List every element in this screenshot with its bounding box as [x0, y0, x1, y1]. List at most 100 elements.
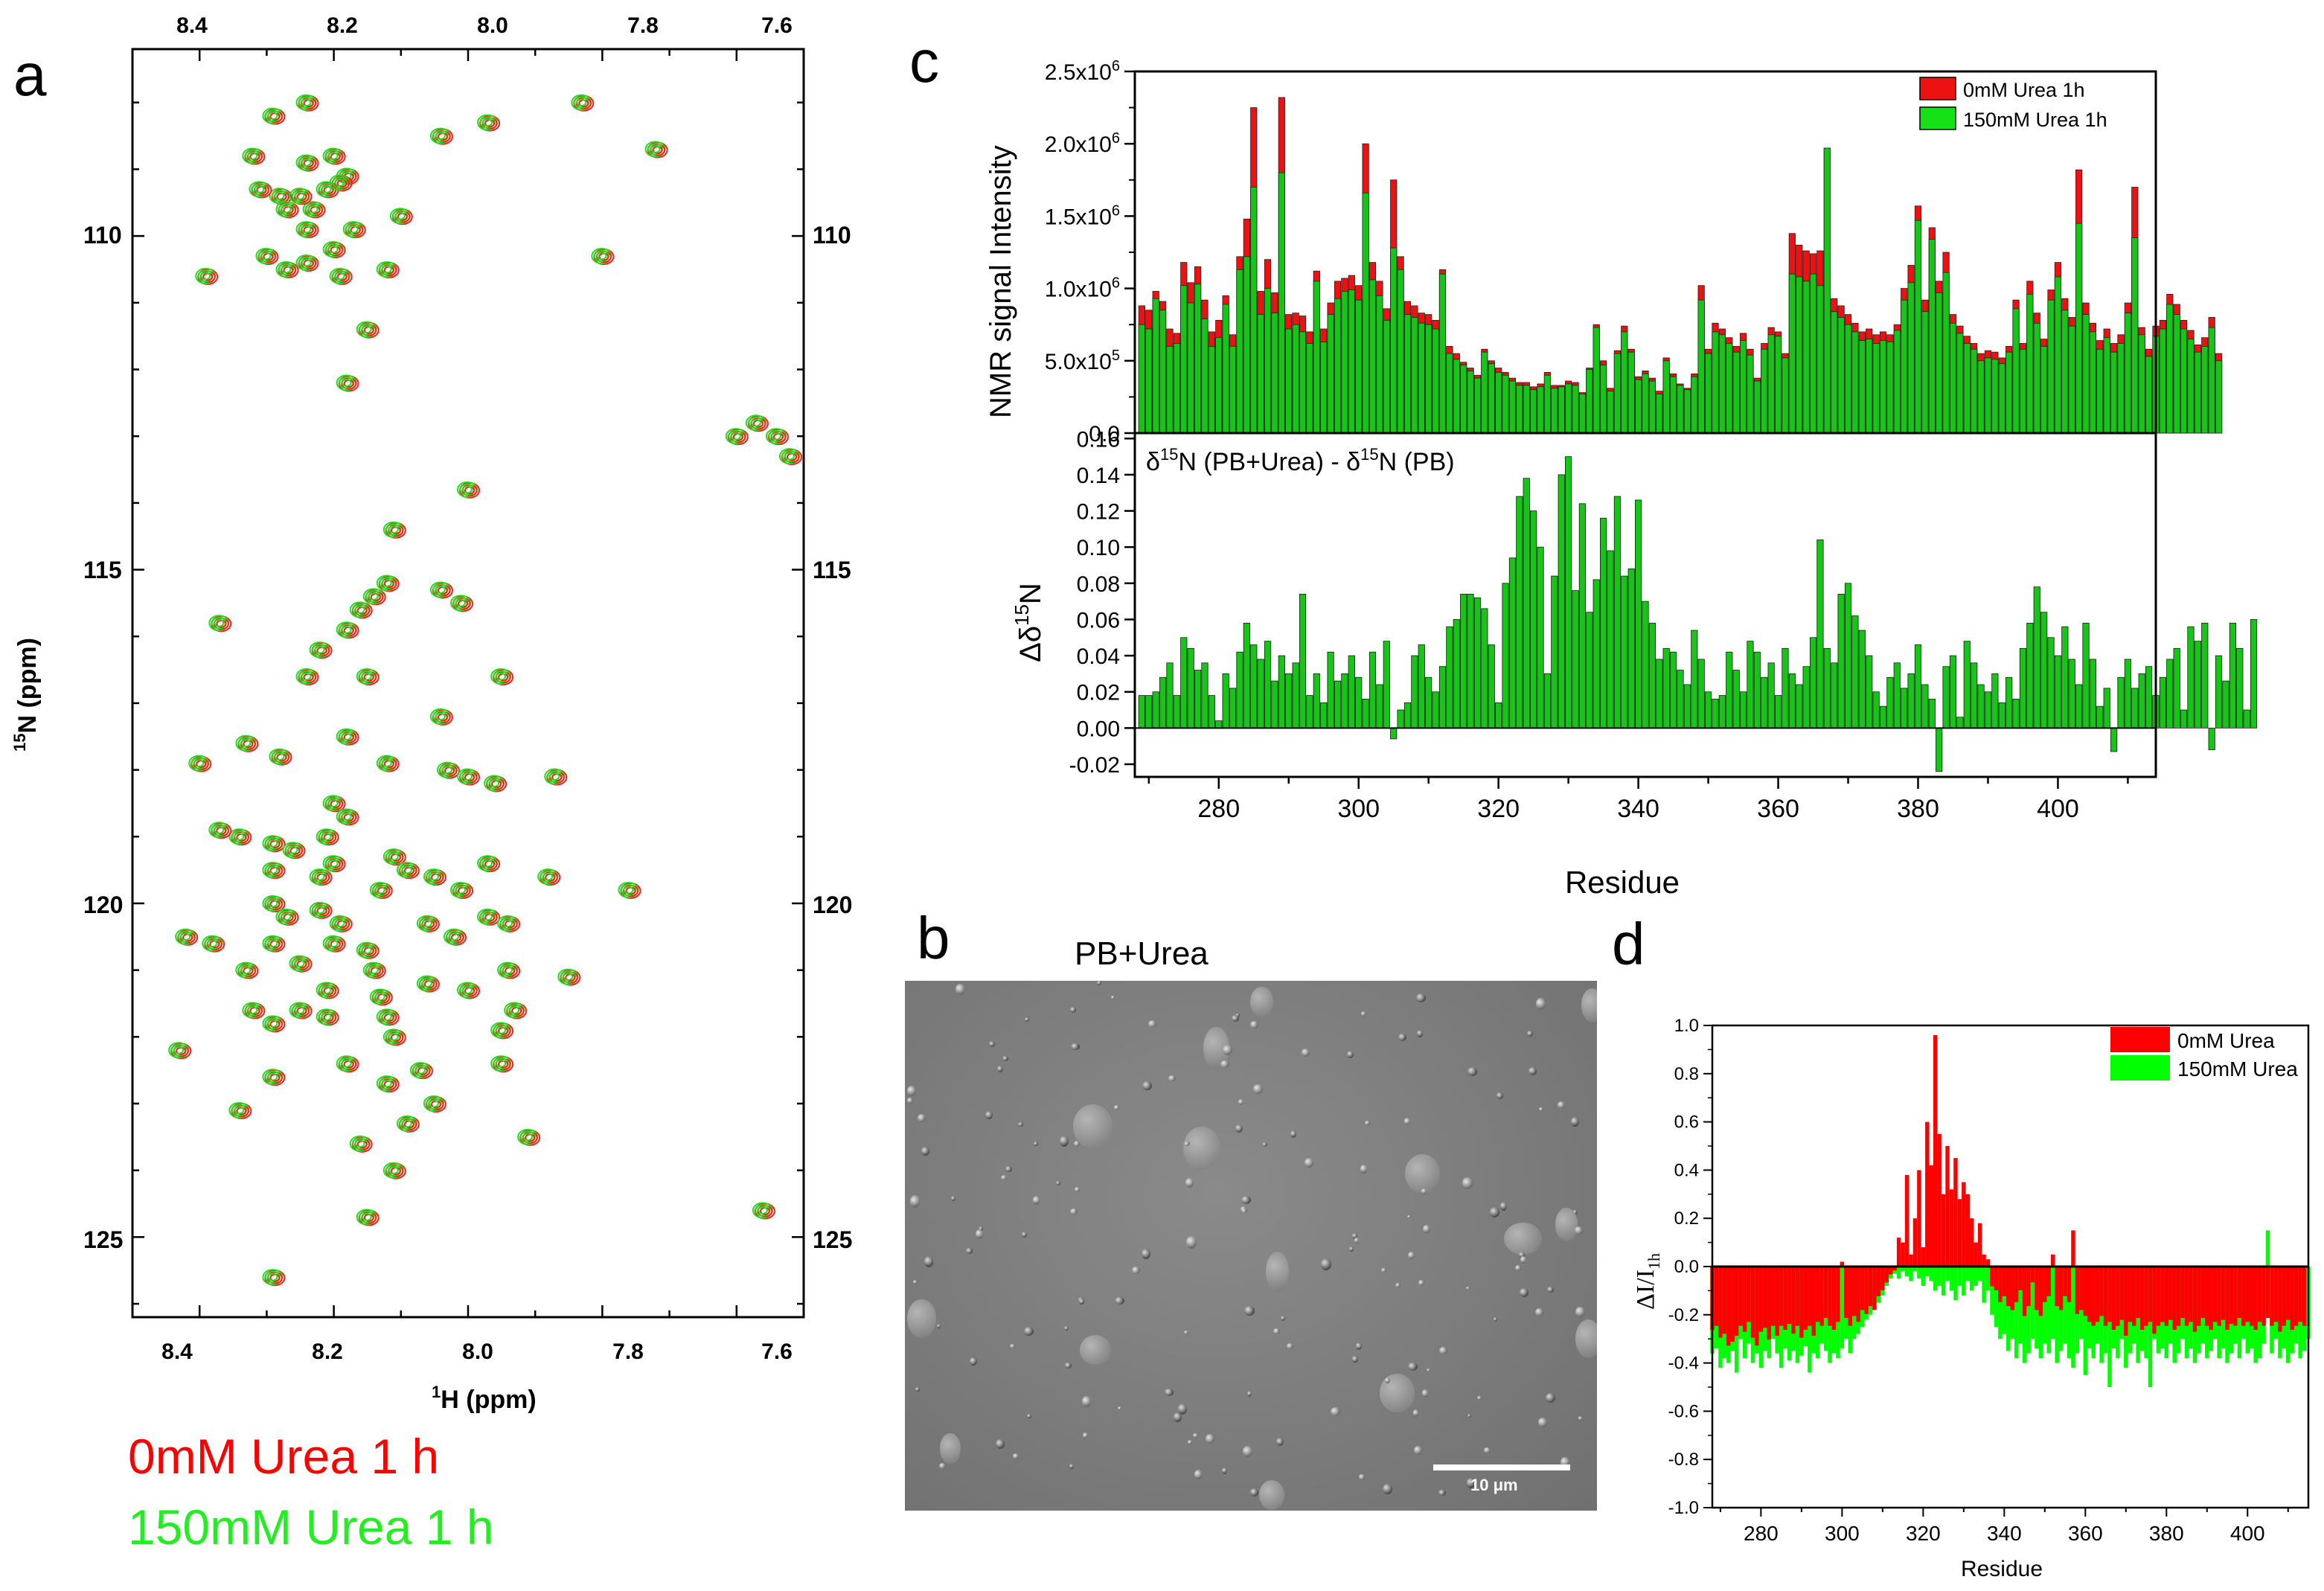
d-bar-green: [1912, 1267, 1918, 1272]
c-bottom-bar: [1418, 644, 1425, 729]
peak-contour-green: [374, 886, 385, 894]
peak: [457, 481, 480, 499]
c-top-bar-green: [1739, 340, 1747, 434]
c-top-bar-green: [2026, 293, 2034, 434]
peak-contour-green: [388, 1032, 399, 1041]
peak: [322, 795, 346, 813]
c-bottom-bar: [1600, 517, 1607, 729]
c-top-bar-green: [1683, 389, 1691, 434]
d-bar-red: [2164, 1267, 2169, 1326]
droplet: [1415, 993, 1426, 1002]
d-bar-red: [2144, 1267, 2148, 1326]
droplet: [1241, 1208, 1248, 1214]
c-top-bar-green: [1278, 172, 1285, 434]
droplet: [1361, 1011, 1366, 1017]
d-bar-red: [2087, 1267, 2092, 1322]
c-bottom-bar: [1502, 583, 1509, 729]
d-bar-red: [1714, 1267, 1719, 1326]
droplet: [1186, 1236, 1197, 1249]
c-top-bar-green: [1621, 331, 1628, 434]
d-bar-red: [1799, 1267, 1804, 1338]
droplet: [985, 1110, 993, 1120]
c-top-bar-green: [1208, 345, 1215, 434]
peak-contour-green: [348, 225, 359, 234]
d-bar-red: [1909, 1254, 1913, 1267]
c-bottom-bar: [2138, 673, 2145, 729]
droplet: [1403, 1118, 1411, 1125]
c-top-bar-green: [1761, 348, 1768, 434]
peak-contour-green: [623, 886, 634, 894]
droplet: [1407, 1362, 1418, 1371]
d-bar-red: [2091, 1267, 2096, 1326]
droplet: [1259, 1479, 1285, 1510]
peak: [443, 928, 467, 946]
c-top-bar-green: [1726, 343, 1733, 434]
c-bottom-bar: [1879, 705, 1887, 729]
peak-contour-green: [240, 739, 252, 748]
c-bottom-bar: [2006, 676, 2013, 729]
d-bar-red: [1864, 1267, 1869, 1314]
c-top-bar-green: [1327, 314, 1334, 434]
droplet: [1535, 998, 1546, 1010]
a-right-tick-120: 120: [813, 891, 852, 918]
peak: [262, 1269, 286, 1287]
d-y-labels: 1.0 0.8 0.6 0.4 0.2 0.0 -0.2 -0.4 -0.6 -0.8 -1.0: [1668, 1016, 1699, 1518]
c-bottom-bars: [1135, 456, 2258, 772]
c-top-bar-green: [1320, 342, 1328, 434]
peak: [356, 1209, 380, 1226]
d-bar-red: [2302, 1267, 2307, 1326]
c-top-bar-green: [2110, 351, 2118, 434]
c-top-y-labels: 0.0 5.0x105 1.0x106 1.5x106 2.0x106 2.5x106: [1045, 58, 1120, 446]
d-bar-green: [1904, 1267, 1910, 1276]
peak: [309, 868, 333, 886]
c-bottom-bar: [2047, 637, 2055, 729]
d-bar-red: [2200, 1267, 2206, 1319]
c-bottom-bar: [1537, 546, 1544, 729]
d-bar-red: [1730, 1267, 1735, 1342]
c-top-bar-green: [1837, 317, 1845, 434]
droplet: [1287, 1343, 1294, 1349]
d-x-tick-label: 360: [2068, 1522, 2103, 1545]
panel-b-label: b: [917, 905, 950, 971]
peak: [557, 968, 581, 986]
peak: [644, 141, 668, 159]
droplet: [1493, 1316, 1497, 1322]
droplet: [907, 1097, 913, 1104]
peak-contour-green: [361, 325, 372, 334]
droplet: [1164, 1388, 1174, 1397]
d-bar-red: [1851, 1267, 1857, 1316]
peak: [289, 955, 313, 973]
d-bar-green: [1941, 1267, 1946, 1296]
peak-contour-green: [489, 779, 500, 787]
peak: [517, 1128, 541, 1146]
peak: [490, 1055, 514, 1073]
c-bottom-bar: [1229, 688, 1237, 729]
c-x-tick-label: 340: [1617, 795, 1659, 823]
c-bottom-bar: [1971, 662, 1978, 729]
droplet: [1354, 1237, 1360, 1243]
a-top-tick-7-8: 7.8: [627, 13, 659, 38]
c-bottom-bar: [1278, 655, 1285, 729]
droplet: [1273, 1328, 1281, 1335]
d-bar-red: [2079, 1267, 2084, 1310]
c-top-bar-green: [2068, 325, 2075, 434]
c-bottom-bar: [1872, 691, 1880, 729]
droplet: [1330, 1407, 1341, 1416]
c-bottom-bar: [1747, 641, 1754, 729]
c-top-bar-green: [1802, 281, 1810, 434]
peak: [369, 988, 393, 1006]
droplet: [1021, 1232, 1028, 1238]
droplet: [1534, 1307, 1544, 1316]
c-top-bar-green: [1383, 319, 1390, 434]
d-bar-red: [2131, 1267, 2136, 1326]
d-bar-green: [2055, 1267, 2059, 1363]
peak: [382, 521, 406, 539]
c-top-bar-green: [1963, 343, 1971, 434]
droplet: [1114, 1296, 1125, 1305]
c-bottom-bar: [1397, 709, 1404, 729]
droplet: [1414, 1446, 1423, 1456]
peak: [376, 755, 400, 772]
d-bar-red: [2156, 1267, 2161, 1326]
d-bar-red: [1787, 1267, 1792, 1325]
d-bar-green: [1896, 1267, 1901, 1279]
